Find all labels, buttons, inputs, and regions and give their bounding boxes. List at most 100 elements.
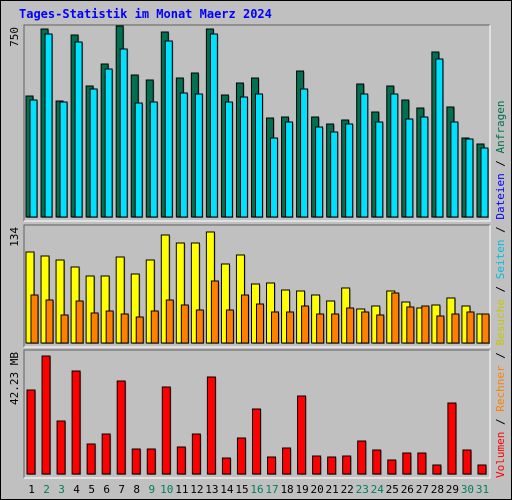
bar-volumen [56,420,66,475]
bar-besuche [115,256,125,344]
bar-dateien [390,93,399,218]
x-tick-label: 18 [280,483,293,496]
bar-volumen [387,459,397,475]
legend-separator: / [494,279,507,299]
bar-dateien [134,102,143,218]
bar-volumen [477,464,487,475]
y-max-label-volume: 42.23 MB [8,352,21,405]
bar-besuche [145,259,155,344]
x-tick-label: 30 [461,483,474,496]
bar-dateien [224,101,233,218]
x-tick-label: 20 [311,483,324,496]
bar-dateien [270,137,279,218]
bar-dateien [209,33,218,218]
panel-frame-shadow [23,24,490,221]
bar-dateien [450,121,459,218]
bar-volumen [26,389,36,475]
bar-dateien [435,58,444,218]
legend-separator: / [494,220,507,240]
x-tick-label: 24 [371,483,385,496]
x-tick-label: 10 [160,483,173,496]
x-tick-label: 5 [88,483,95,496]
bar-volumen [447,402,457,475]
legend-item-anfragen: Anfragen [494,100,507,153]
bar-rechner [45,299,54,344]
y-max-label-visits: 134 [8,227,21,247]
x-tick-label: 23 [356,483,369,496]
bar-rechner [60,314,69,344]
bar-dateien [179,92,188,218]
x-tick-label: 25 [386,483,399,496]
bar-besuche [190,242,200,344]
bar-volumen [191,433,201,475]
bar-volumen [312,455,322,475]
bar-rechner [391,292,400,344]
x-tick-label: 15 [235,483,248,496]
bar-dateien [194,93,203,218]
legend-separator: / [494,412,507,432]
x-tick-label: 4 [73,483,80,496]
bar-besuche [55,259,65,344]
bar-rechner [481,313,490,344]
bar-besuche [220,263,230,344]
legend-item-dateien: Dateien [494,173,507,219]
x-tick-label: 11 [175,483,188,496]
bar-volumen [372,449,382,475]
legend-item-volumen: Volumen [494,432,507,478]
x-tick-label: 17 [265,483,278,496]
legend-item-seiten: Seiten [494,240,507,280]
x-tick-label: 6 [103,483,110,496]
x-tick-label: 3 [58,483,65,496]
chart-legend: Volumen / Rechner / Besuche / Seiten / D… [494,100,507,478]
legend-item-rechner: Rechner [494,365,507,412]
bar-dateien [405,118,414,218]
x-tick-label: 8 [133,483,140,496]
bar-dateien [330,131,339,218]
x-tick-label: 13 [205,483,218,496]
bar-volumen [267,456,277,475]
x-tick-label: 22 [341,483,354,496]
bar-dateien [480,147,489,218]
bar-rechner [361,311,370,344]
bar-dateien [285,121,294,218]
bar-dateien [149,101,158,218]
bar-rechner [331,313,340,344]
x-tick-label: 31 [476,483,489,496]
bar-rechner [120,313,129,344]
bar-besuche [130,273,140,344]
bar-rechner [90,312,99,344]
x-tick-label: 16 [250,483,263,496]
bar-rechner [286,311,295,344]
bar-dateien [29,99,38,218]
bar-dateien [89,88,98,218]
legend-item-besuche: Besuche [494,299,507,345]
bar-dateien [375,121,384,218]
panel-frame-shadow [23,224,490,347]
bar-volumen [297,395,307,475]
bar-rechner [255,303,264,344]
x-tick-label: 1 [28,483,35,496]
bar-rechner [376,314,385,344]
legend-separator: / [494,346,507,366]
bar-rechner [135,316,144,344]
x-tick-label: 9 [148,483,155,496]
bar-rechner [225,309,234,344]
bar-rechner [240,294,249,344]
bar-volumen [236,437,246,475]
panel-frame-highlight [24,25,491,222]
bar-volumen [206,376,216,475]
bar-volumen [357,440,367,475]
bar-dateien [104,68,113,218]
bar-volumen [432,464,442,475]
bar-besuche [160,234,170,344]
bar-rechner [210,280,219,344]
bar-volumen [41,355,51,475]
x-axis-day-labels: 1 2 3 4 5 6 7 8 9 10 11 12 13 14 15 16 17 18 19 20 21 22 23 24 2… [28,483,489,496]
bar-dateien [315,126,324,218]
bar-dateien [59,101,68,218]
panel-frame-shadow [23,349,490,478]
bar-rechner [165,299,174,344]
panel-frame-highlight [24,350,491,479]
bar-volumen [462,449,472,475]
bar-dateien [300,88,309,218]
